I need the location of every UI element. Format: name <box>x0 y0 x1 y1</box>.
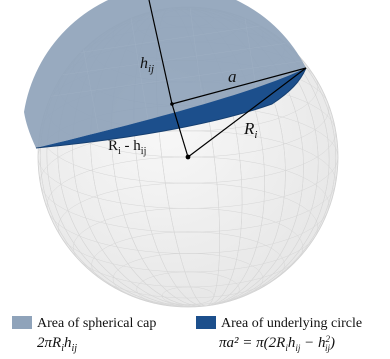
sphere-center-point <box>185 154 191 160</box>
base-center-point <box>170 102 174 106</box>
legend-formula-cap: 2πRihij <box>37 335 77 354</box>
legend-label-cap: Area of spherical cap <box>37 316 156 331</box>
center-line <box>171 103 189 158</box>
height-line <box>148 0 173 105</box>
label-R-i-minus-h-ij: Ri - hij <box>108 138 146 157</box>
base-radius-line <box>171 67 307 105</box>
sphere-radius-line <box>187 67 307 158</box>
legend: Area of spherical cap 2πRihij Area of un… <box>12 316 362 354</box>
legend-label-circle: Area of underlying circle <box>221 316 362 331</box>
legend-swatch-circle <box>196 316 216 329</box>
underlying-circle-front-edge <box>35 67 307 149</box>
legend-swatch-cap <box>12 316 32 329</box>
label-h-ij-upper: hij <box>140 55 154 75</box>
label-R-i: Ri <box>243 119 257 141</box>
legend-formula-circle: πa² = π(2Rihij − h2 ij) <box>219 334 335 353</box>
label-a: a <box>228 67 237 86</box>
